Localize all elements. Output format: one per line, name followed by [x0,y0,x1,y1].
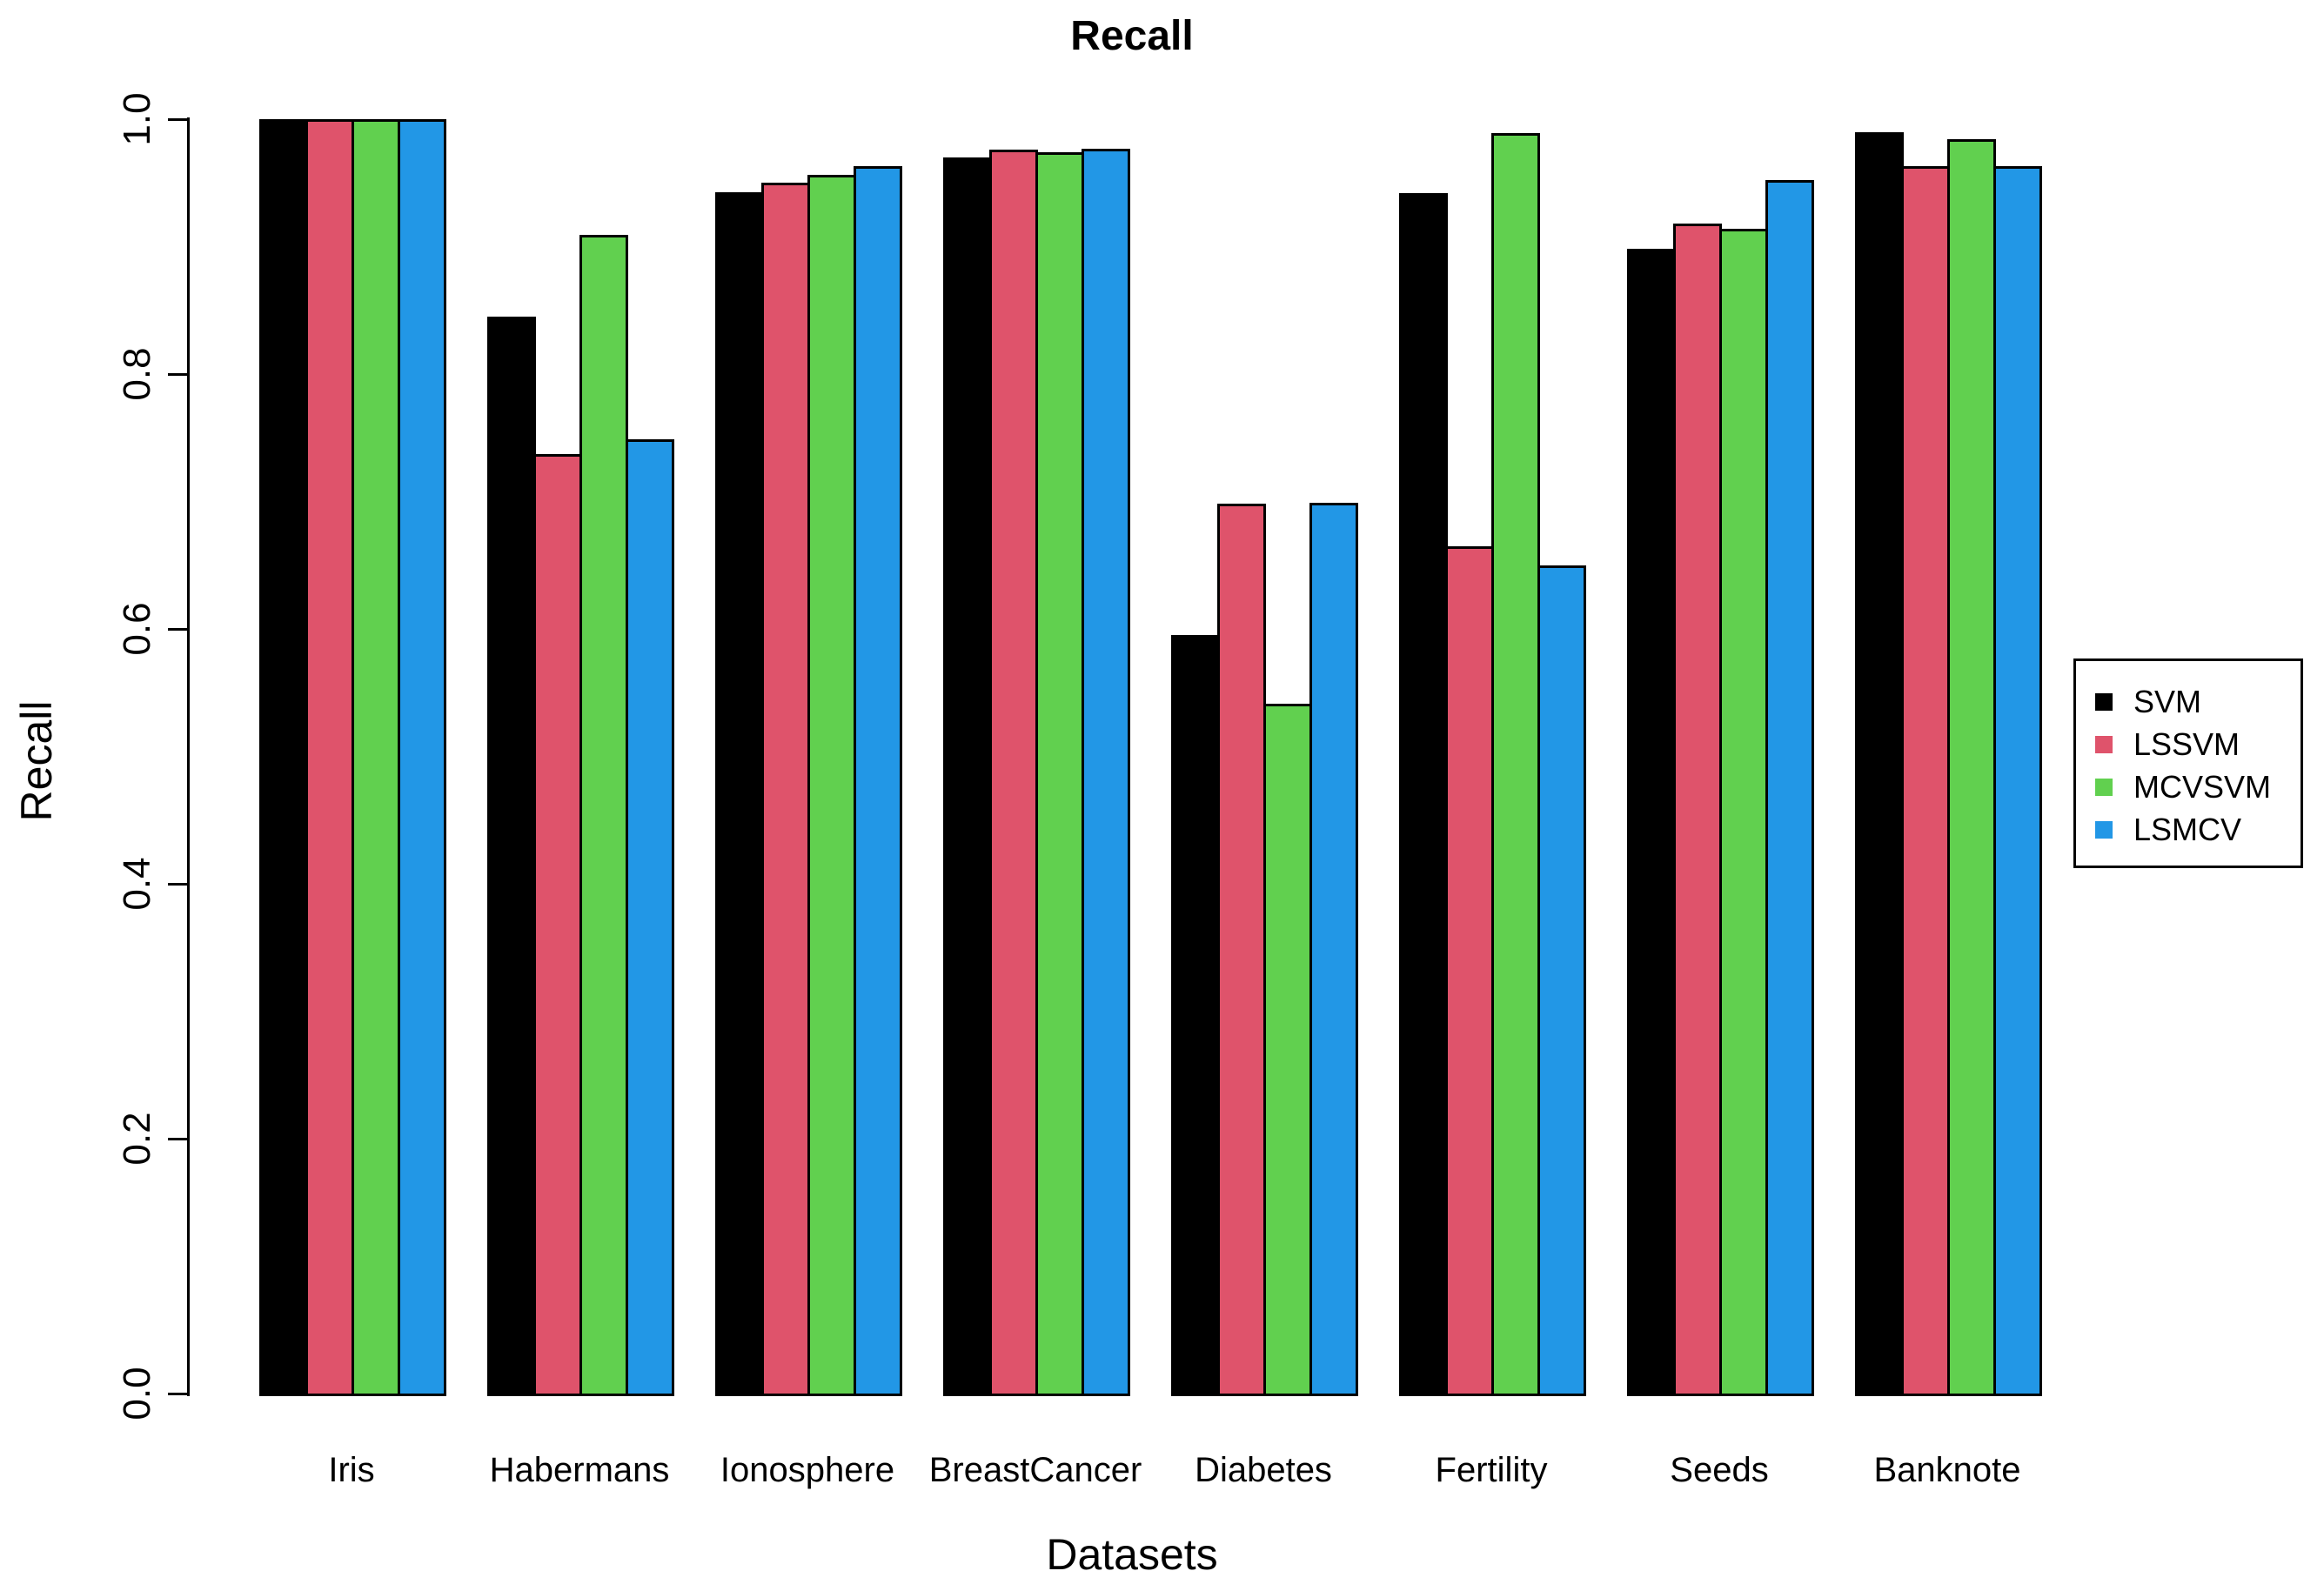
bar-mcvsvm-seeds [1719,228,1768,1396]
bar-svm-iris [259,119,308,1396]
bar-mcvsvm-diabetes [1263,704,1312,1396]
bar-mcvsvm-habermans [579,235,628,1396]
bar-lssvm-breastcancer [989,150,1038,1396]
y-tick-label: 0.2 [116,1112,158,1166]
x-category-label: Banknote [1873,1451,2021,1489]
bar-svm-seeds [1627,249,1676,1396]
bar-mcvsvm-fertility [1491,133,1540,1396]
bar-lsmcv-diabetes [1309,502,1358,1396]
legend-label-svm: SVM [2133,684,2202,719]
x-category-label: Diabetes [1195,1451,1332,1489]
legend-label-mcvsvm: MCVSVM [2133,769,2272,805]
bar-svm-banknote [1855,131,1904,1396]
bar-mcvsvm-ionosphere [807,175,856,1396]
bar-lssvm-diabetes [1217,504,1266,1396]
y-tick-mark [168,882,187,886]
legend-swatch-lssvm [2095,736,2113,753]
legend-swatch-lsmcv [2095,821,2113,839]
x-category-label: Iris [328,1451,375,1489]
legend-swatch-mcvsvm [2095,779,2113,796]
bar-lsmcv-seeds [1765,180,1814,1396]
y-tick-label: 0.8 [116,347,158,401]
bar-lsmcv-breastcancer [1082,148,1130,1396]
bar-mcvsvm-breastcancer [1035,152,1084,1396]
x-axis-title: Datasets [1046,1530,1218,1579]
y-tick-label: 1.0 [116,92,158,146]
bar-lsmcv-fertility [1537,565,1586,1396]
bar-lssvm-habermans [533,454,582,1396]
y-tick-mark [168,1392,187,1395]
x-category-label: BreastCancer [928,1451,1142,1489]
legend: SVM LSSVM MCVSVM LSMCV [2073,658,2303,868]
bar-lssvm-iris [305,119,354,1396]
y-tick-label: 0.0 [116,1367,158,1421]
bar-lsmcv-ionosphere [854,166,902,1396]
bar-lsmcv-habermans [626,438,674,1396]
bar-mcvsvm-iris [352,119,400,1396]
bar-svm-diabetes [1171,635,1220,1396]
bar-mcvsvm-banknote [1947,139,1996,1396]
y-tick-label: 0.6 [116,602,158,656]
legend-label-lssvm: LSSVM [2133,726,2240,762]
y-tick-mark [168,1137,187,1140]
bar-lssvm-seeds [1673,224,1722,1396]
bar-lssvm-fertility [1445,545,1494,1396]
bar-lssvm-ionosphere [761,183,810,1396]
y-tick-label: 0.4 [116,857,158,911]
y-tick-mark [168,372,187,376]
chart-title: Recall [1070,13,1194,59]
y-tick-mark [168,117,187,121]
bar-svm-fertility [1399,192,1448,1396]
bar-svm-breastcancer [943,157,992,1396]
bar-svm-ionosphere [715,191,764,1396]
bar-lsmcv-iris [398,119,446,1396]
legend-label-lsmcv: LSMCV [2133,812,2242,847]
x-category-label: Seeds [1670,1451,1769,1489]
x-category-label: Ionosphere [720,1451,895,1489]
x-category-label: Fertility [1435,1451,1548,1489]
bar-lssvm-banknote [1901,166,1950,1396]
y-axis-line [187,117,190,1396]
bar-svm-habermans [487,317,536,1396]
x-category-label: Habermans [489,1451,670,1489]
bar-lsmcv-banknote [1993,166,2042,1396]
legend-swatch-svm [2095,693,2113,711]
y-tick-mark [168,627,187,631]
